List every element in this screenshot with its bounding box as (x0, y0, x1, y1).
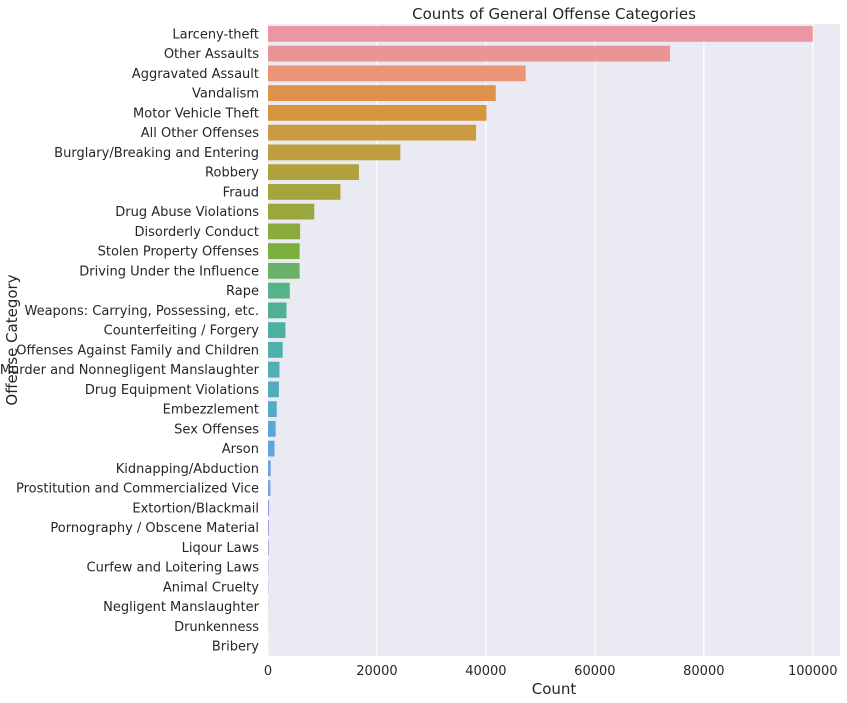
y-tick-label: Curfew and Loitering Laws (87, 561, 260, 576)
y-tick-label: Extortion/Blackmail (132, 501, 259, 516)
y-tick-label: Pornography / Obscene Material (50, 521, 259, 536)
bar (268, 85, 496, 102)
x-tick-label: 60000 (574, 664, 615, 679)
bar (268, 104, 487, 121)
y-tick-label: Driving Under the Influence (79, 264, 259, 279)
bar (268, 243, 300, 260)
bar (268, 45, 671, 62)
y-tick-label: Disorderly Conduct (134, 225, 259, 240)
bar (268, 341, 283, 358)
bar (268, 499, 270, 516)
y-tick-label: Liqour Laws (182, 541, 260, 556)
bar (268, 440, 275, 457)
y-tick-label: Kidnapping/Abduction (116, 462, 259, 477)
y-tick-label: Murder and Nonnegligent Manslaughter (0, 363, 260, 378)
bar (268, 519, 269, 536)
y-tick-label: Burglary/Breaking and Entering (54, 146, 259, 161)
bars (268, 25, 813, 655)
x-tick-label: 100000 (788, 664, 838, 679)
x-tick-label: 20000 (356, 664, 397, 679)
y-tick-label: Animal Cruelty (163, 580, 259, 595)
y-tick-label: Larceny-theft (172, 27, 259, 42)
bar (268, 124, 477, 141)
x-tick-label: 80000 (683, 664, 724, 679)
y-tick-labels: Larceny-theft Other Assaults Aggravated As… (0, 27, 260, 654)
y-tick-label: Counterfeiting / Forgery (104, 324, 260, 339)
y-tick-label: Bribery (212, 640, 259, 655)
y-tick-label: Prostitution and Commercialized Vice (16, 482, 259, 497)
bar (268, 302, 287, 319)
y-tick-label: Embezzlement (163, 403, 259, 418)
y-tick-label: Motor Vehicle Theft (133, 106, 259, 121)
y-tick-label: Fraud (223, 185, 259, 200)
bar (268, 322, 286, 339)
x-tick-label: 0 (264, 664, 272, 679)
bar (268, 460, 271, 477)
bar (268, 420, 276, 437)
y-tick-label: All Other Offenses (141, 126, 259, 141)
bar (268, 539, 269, 556)
y-tick-label: Drug Equipment Violations (85, 383, 259, 398)
y-tick-label: Arson (222, 442, 259, 457)
x-tick-label: 40000 (465, 664, 506, 679)
bar (268, 401, 277, 418)
bar (268, 480, 271, 497)
x-tick-labels: 0 20000 40000 60000 80000 100000 (264, 664, 838, 679)
bar (268, 381, 279, 398)
bar (268, 223, 301, 240)
y-tick-label: Drug Abuse Violations (115, 205, 259, 220)
bar (268, 65, 526, 82)
y-tick-label: Vandalism (192, 87, 259, 102)
y-tick-label: Negligent Manslaughter (103, 600, 260, 615)
y-tick-label: Rape (226, 284, 259, 299)
y-tick-label: Drunkenness (174, 620, 259, 635)
bar (268, 262, 300, 279)
y-tick-label: Aggravated Assault (132, 67, 259, 82)
y-axis-label: Offense Category (3, 274, 21, 405)
x-axis-label: Count (532, 680, 577, 698)
y-tick-label: Sex Offenses (174, 422, 259, 437)
y-tick-label: Weapons: Carrying, Possessing, etc. (24, 304, 259, 319)
bar (268, 203, 315, 220)
y-tick-label: Stolen Property Offenses (98, 245, 260, 260)
chart-title: Counts of General Offense Categories (412, 5, 696, 23)
y-tick-label: Other Assaults (164, 47, 259, 62)
bar (268, 361, 280, 378)
y-tick-label: Offenses Against Family and Children (16, 343, 259, 358)
bar (268, 183, 341, 200)
y-tick-label: Robbery (205, 166, 259, 181)
bar (268, 164, 359, 181)
bar (268, 25, 813, 42)
bar (268, 144, 401, 161)
bar (268, 282, 290, 299)
